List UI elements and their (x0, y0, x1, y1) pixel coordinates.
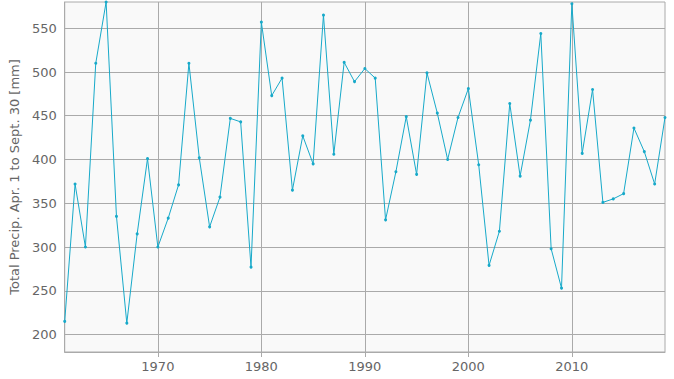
svg-text:200: 200 (32, 327, 57, 342)
svg-text:500: 500 (32, 65, 57, 80)
svg-text:Total Precip. Apr. 1 to Sept.: Total Precip. Apr. 1 to Sept. 30 [mm] (7, 59, 22, 296)
svg-text:550: 550 (32, 21, 57, 36)
svg-text:350: 350 (32, 196, 57, 211)
svg-text:450: 450 (32, 108, 57, 123)
svg-text:400: 400 (32, 152, 57, 167)
svg-text:1990: 1990 (348, 359, 381, 374)
svg-text:300: 300 (32, 240, 57, 255)
svg-text:2000: 2000 (452, 359, 485, 374)
svg-text:1980: 1980 (245, 359, 278, 374)
svg-text:2010: 2010 (555, 359, 588, 374)
svg-text:250: 250 (32, 283, 57, 298)
svg-text:1970: 1970 (141, 359, 174, 374)
